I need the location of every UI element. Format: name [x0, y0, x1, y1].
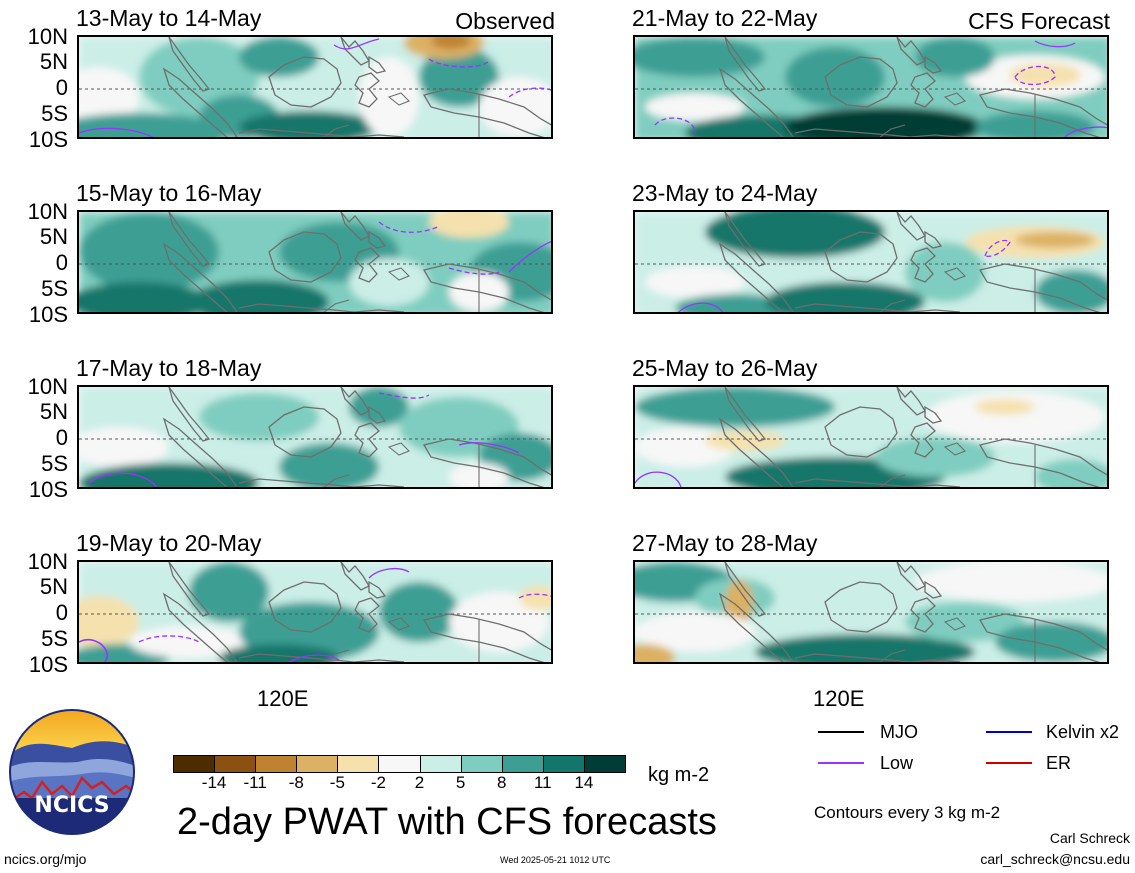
colorbar-swatch [419, 755, 462, 773]
pwat-field [79, 387, 551, 487]
footer-timestamp: Wed 2025-05-21 1012 UTC [500, 855, 611, 865]
colorbar-tick-label: -2 [370, 773, 387, 792]
y-tick: 10N [27, 199, 68, 224]
panel-title: 15-May to 16-May [76, 180, 262, 206]
observed-label: Observed [455, 8, 555, 34]
colorbar-swatch [255, 755, 298, 773]
y-tick: 5N [39, 49, 68, 74]
y-tick: 0 [55, 425, 68, 450]
colorbar-tick-label: 14 [574, 773, 594, 792]
y-tick: 5S [41, 276, 68, 301]
pwat-field [635, 212, 1107, 312]
panel-title: 19-May to 20-May [76, 530, 262, 556]
legend-line-mjo [818, 731, 864, 733]
y-tick: 5S [41, 451, 68, 476]
legend-line-low [818, 762, 864, 764]
map-panel [633, 35, 1109, 139]
pwat-field [79, 37, 551, 137]
colorbar-unit: kg m-2 [648, 764, 710, 786]
x-tick: 120E [257, 686, 309, 711]
pwat-field [79, 562, 551, 662]
y-tick: 5S [41, 626, 68, 651]
main-title: 2-day PWAT with CFS forecasts [177, 801, 717, 843]
ncics-logo: NCICS [8, 708, 136, 836]
colorbar-swatch [542, 755, 585, 773]
colorbar [173, 755, 626, 773]
y-tick: 5N [39, 399, 68, 424]
y-tick: 0 [55, 250, 68, 275]
map-panel [633, 210, 1109, 314]
colorbar-swatch [173, 755, 216, 773]
colorbar-tick-label: -8 [288, 773, 304, 792]
legend-label-er: ER [1046, 753, 1072, 773]
pwat-field [635, 387, 1107, 487]
legend-label-mjo: MJO [880, 722, 918, 742]
colorbar-tick-label: -14 [201, 773, 227, 792]
footer-email: carl_schreck@ncsu.edu [980, 851, 1130, 867]
colorbar-tick-label: -5 [329, 773, 345, 792]
y-tick: 10S [28, 652, 68, 677]
colorbar-tick-label: 5 [455, 773, 466, 792]
legend-line-er [986, 762, 1032, 764]
legend-label-kelvin: Kelvin x2 [1046, 722, 1120, 742]
colorbar-ticks: -14 -11 -8 -5 -2 2 5 8 11 14 [173, 772, 625, 792]
legend-label-low: Low [880, 753, 914, 773]
y-tick: 10S [28, 127, 68, 152]
colorbar-swatch [583, 755, 626, 773]
x-tick: 120E [813, 686, 865, 711]
panel-title: 27-May to 28-May [632, 530, 818, 556]
y-tick: 0 [55, 75, 68, 100]
colorbar-tick-label: 2 [414, 773, 425, 792]
legend-line-kelvin [986, 731, 1032, 733]
colorbar-tick-label: 11 [533, 773, 552, 792]
y-tick: 10S [28, 302, 68, 327]
colorbar-swatch [378, 755, 421, 773]
y-tick: 10N [27, 549, 68, 574]
y-tick: 10N [27, 24, 68, 49]
map-panel [77, 210, 553, 314]
footer-author: Carl Schreck [1049, 830, 1130, 846]
footer-url: ncics.org/mjo [4, 851, 87, 867]
logo-text: NCICS [34, 793, 109, 818]
y-tick: 5N [39, 574, 68, 599]
colorbar-tick-label: -11 [243, 773, 267, 792]
pwat-field [79, 212, 551, 312]
pwat-field [635, 37, 1107, 137]
map-panel [633, 385, 1109, 489]
y-tick: 10N [27, 374, 68, 399]
y-tick: 10S [28, 477, 68, 502]
colorbar-tick-label: 8 [496, 773, 507, 792]
pwat-field [635, 562, 1107, 662]
y-tick: 5S [41, 101, 68, 126]
panel-title: 13-May to 14-May [76, 5, 262, 31]
forecast-label: CFS Forecast [968, 8, 1110, 34]
colorbar-swatch [296, 755, 339, 773]
colorbar-swatch [214, 755, 257, 773]
contour-note: Contours every 3 kg m-2 [814, 803, 1001, 822]
y-tick: 0 [55, 600, 68, 625]
y-tick: 5N [39, 224, 68, 249]
panel-title: 17-May to 18-May [76, 355, 262, 381]
colorbar-swatch [501, 755, 544, 773]
map-panel [633, 560, 1109, 664]
panel-title: 21-May to 22-May [632, 5, 818, 31]
panel-title: 25-May to 26-May [632, 355, 818, 381]
colorbar-swatch [337, 755, 380, 773]
map-panel [77, 385, 553, 489]
map-panel [77, 35, 553, 139]
colorbar-swatch [460, 755, 503, 773]
panel-title: 23-May to 24-May [632, 180, 818, 206]
map-panel [77, 560, 553, 664]
